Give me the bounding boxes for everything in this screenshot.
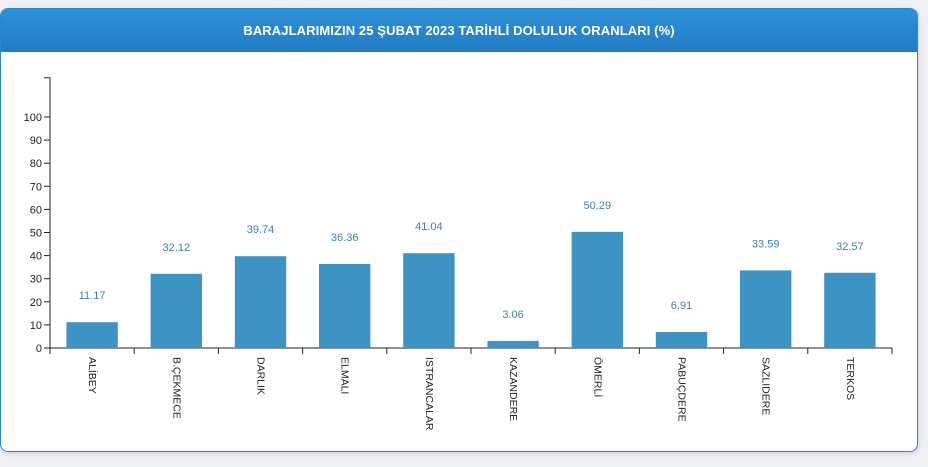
data-label: 39.74 — [247, 224, 275, 236]
category-label: ÖMERLİ — [591, 357, 604, 397]
data-label: 36.36 — [331, 232, 359, 244]
category-label: PABUÇDERE — [676, 357, 688, 422]
category-label: SAZLIDERE — [760, 357, 772, 415]
y-tick-label: 70 — [30, 181, 42, 193]
category-label: KAZANDERE — [507, 357, 519, 421]
y-tick-label: 90 — [30, 135, 42, 147]
data-label: 6.91 — [671, 300, 692, 312]
y-tick-label: 0 — [36, 343, 42, 355]
bar — [319, 264, 371, 348]
y-tick-label: 60 — [30, 204, 42, 216]
data-label: 11.17 — [79, 290, 106, 302]
chart-title: BARAJLARIMIZIN 25 ŞUBAT 2023 TARİHLİ DOL… — [1, 9, 917, 52]
bar — [150, 273, 202, 348]
category-label: B.ÇEKMECE — [170, 357, 182, 419]
y-tick-label: 100 — [24, 112, 42, 124]
bar — [234, 256, 287, 348]
y-tick-label: 40 — [30, 251, 42, 263]
bar — [824, 272, 876, 348]
data-label: 3.06 — [502, 309, 523, 321]
y-tick-label: 10 — [30, 320, 42, 332]
y-tick-label: 50 — [30, 228, 42, 240]
bar — [571, 231, 623, 348]
chart-card: BARAJLARIMIZIN 25 ŞUBAT 2023 TARİHLİ DOL… — [0, 8, 918, 452]
category-label: ISTRANCALAR — [423, 357, 435, 431]
bar — [655, 332, 708, 348]
bar-chart: 0 10 20 30 40 50 60 70 80 90 100 11.17 ALİBEY 32.12 B.… — [24, 77, 893, 431]
data-label: 32.12 — [163, 242, 191, 254]
category-label: ELMALI — [339, 357, 351, 394]
bar — [487, 340, 539, 348]
bar — [66, 322, 118, 348]
y-tick-label: 80 — [30, 158, 42, 170]
category-label: DARLIK — [255, 357, 267, 395]
y-tick-label: 30 — [30, 274, 42, 286]
category-label: ALİBEY — [86, 357, 99, 394]
bar — [403, 253, 455, 348]
category-label: TERKOS — [844, 357, 856, 400]
y-tick-label: 20 — [30, 297, 42, 309]
bar — [740, 270, 792, 348]
data-label: 33.59 — [752, 238, 780, 250]
data-label: 41.04 — [415, 221, 443, 233]
data-label: 32.57 — [836, 241, 864, 253]
data-label: 50.29 — [584, 200, 612, 212]
